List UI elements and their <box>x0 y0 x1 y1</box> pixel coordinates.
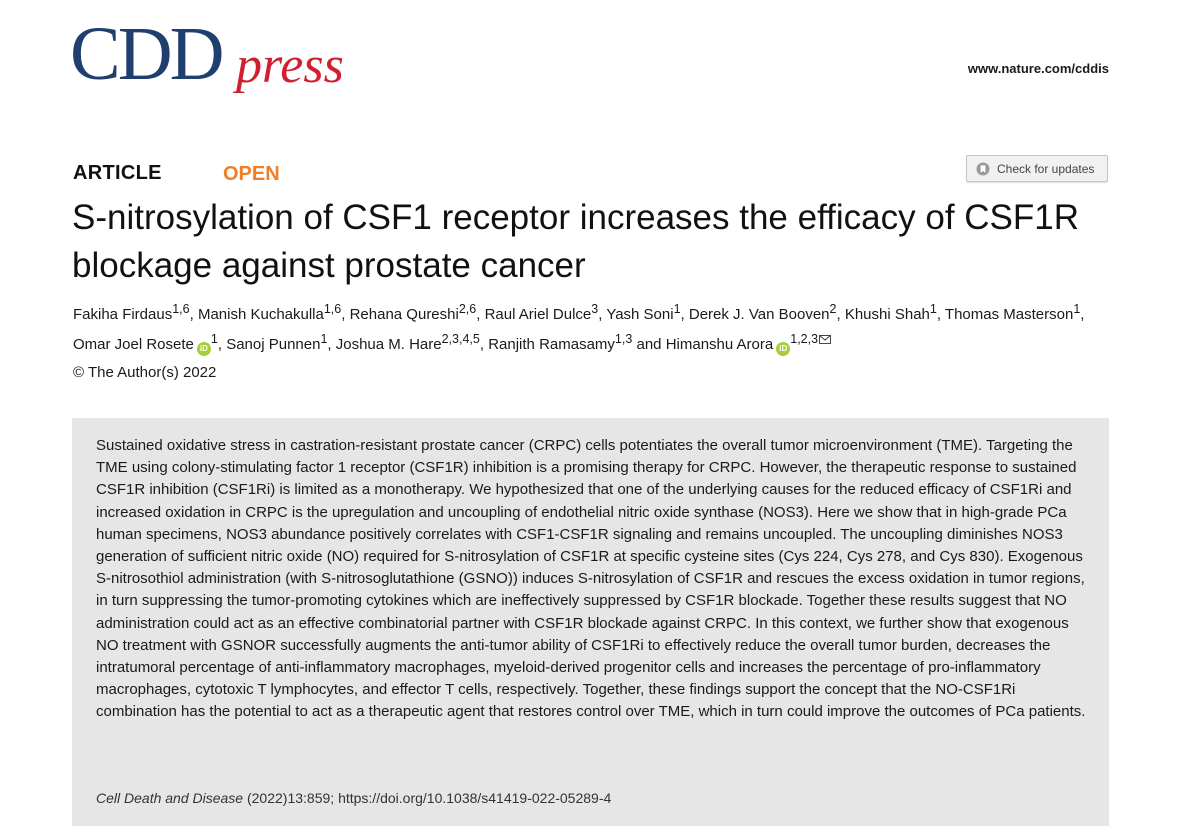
logo-press-text: press <box>236 37 344 94</box>
author-affiliation: 1 <box>320 332 328 346</box>
citation-line: Cell Death and Disease (2022)13:859; htt… <box>96 790 611 806</box>
author-affiliation: 1,6 <box>323 302 342 316</box>
author-affiliation: 1 <box>210 332 218 346</box>
bookmark-icon <box>976 162 990 175</box>
author-affiliation: 1,6 <box>172 302 190 316</box>
copyright-notice: © The Author(s) 2022 <box>73 364 217 381</box>
author-affiliation: 1,2,3 <box>790 332 819 346</box>
author-conjunction: and <box>636 336 662 353</box>
orcid-icon[interactable]: iD <box>776 342 791 356</box>
author-affiliation: 2,3,4,5 <box>441 332 480 346</box>
author-affiliation: 1,3 <box>614 332 633 346</box>
article-label-row: ARTICLE OPEN <box>73 162 280 188</box>
author-name[interactable]: Rehana Qureshi <box>349 306 459 323</box>
open-access-label: OPEN <box>223 163 280 185</box>
author-list: Fakiha Firdaus1,6, Manish Kuchakulla1,6,… <box>73 297 1113 357</box>
abstract-text: Sustained oxidative stress in castration… <box>96 437 1086 721</box>
logo-cdd-text: CDD <box>70 12 224 96</box>
author-name[interactable]: Manish Kuchakulla <box>197 306 324 323</box>
envelope-icon[interactable] <box>819 335 832 344</box>
author-affiliation: 1 <box>929 302 937 316</box>
article-type-label: ARTICLE <box>73 162 162 184</box>
journal-url[interactable]: www.nature.com/cddis <box>967 61 1109 76</box>
abstract-box: Sustained oxidative stress in castration… <box>72 418 1109 826</box>
citation-details: (2022)13:859 <box>246 790 331 806</box>
author-affiliation: 1 <box>1073 302 1081 316</box>
journal-logo[interactable]: CDD press <box>70 14 370 94</box>
citation-journal: Cell Death and Disease <box>96 790 244 806</box>
citation-separator: ; <box>330 790 335 806</box>
author-name[interactable]: Omar Joel Rosete <box>73 336 194 353</box>
citation-doi-link[interactable]: https://doi.org/10.1038/s41419-022-05289… <box>338 790 612 806</box>
orcid-icon[interactable]: iD <box>196 342 211 356</box>
author-name[interactable]: Khushi Shah <box>844 306 930 323</box>
article-title: S-nitrosylation of CSF1 receptor increas… <box>72 198 1080 285</box>
check-for-updates-button[interactable]: Check for updates <box>966 155 1108 182</box>
author-name[interactable]: Fakiha Firdaus <box>73 306 173 323</box>
author-name[interactable]: Derek J. Van Booven <box>688 306 830 323</box>
author-name[interactable]: Sanoj Punnen <box>226 336 321 353</box>
author-name[interactable]: Himanshu Arora <box>665 336 774 353</box>
author-affiliation: 1 <box>673 302 681 316</box>
author-name[interactable]: Raul Ariel Dulce <box>484 306 592 323</box>
author-name[interactable]: Joshua M. Hare <box>335 336 442 353</box>
author-name[interactable]: Ranjith Ramasamy <box>488 336 615 353</box>
author-affiliation: 2,6 <box>458 302 477 316</box>
author-name[interactable]: Thomas Masterson <box>944 306 1074 323</box>
author-affiliation: 3 <box>591 302 599 316</box>
check-for-updates-label: Check for updates <box>997 161 1095 176</box>
author-name[interactable]: Yash Soni <box>606 306 674 323</box>
author-affiliation: 2 <box>829 302 837 316</box>
